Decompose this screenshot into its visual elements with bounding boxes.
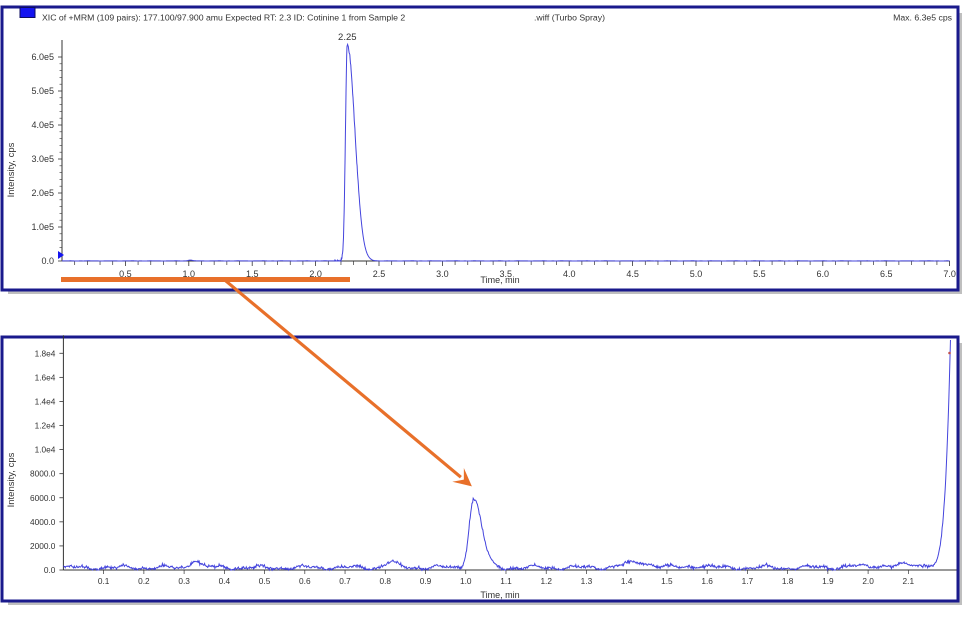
svg-text:2.1: 2.1 bbox=[903, 576, 915, 586]
svg-text:.wiff (Turbo Spray): .wiff (Turbo Spray) bbox=[534, 13, 605, 23]
svg-text:3.0e5: 3.0e5 bbox=[31, 154, 54, 164]
svg-text:2.0: 2.0 bbox=[862, 576, 874, 586]
svg-text:6.0: 6.0 bbox=[817, 269, 830, 279]
svg-text:1.3: 1.3 bbox=[581, 576, 593, 586]
svg-text:0.5: 0.5 bbox=[259, 576, 271, 586]
svg-text:1.4e4: 1.4e4 bbox=[35, 396, 56, 406]
svg-text:1.1: 1.1 bbox=[500, 576, 512, 586]
svg-text:1.9: 1.9 bbox=[822, 576, 834, 586]
svg-text:Intensity, cps: Intensity, cps bbox=[6, 142, 17, 197]
svg-text:1.6: 1.6 bbox=[701, 576, 713, 586]
svg-text:2.25: 2.25 bbox=[338, 32, 357, 43]
svg-text:0.0: 0.0 bbox=[41, 256, 54, 266]
svg-text:0.8: 0.8 bbox=[380, 576, 392, 586]
svg-text:Time, min: Time, min bbox=[480, 590, 519, 600]
svg-text:1.8: 1.8 bbox=[782, 576, 794, 586]
svg-text:1.5: 1.5 bbox=[661, 576, 673, 586]
svg-text:1.2: 1.2 bbox=[540, 576, 552, 586]
svg-text:8000.0: 8000.0 bbox=[30, 469, 56, 479]
svg-text:3.0: 3.0 bbox=[436, 269, 449, 279]
svg-text:0.7: 0.7 bbox=[339, 576, 351, 586]
svg-text:0.4: 0.4 bbox=[219, 576, 231, 586]
svg-text:0.9: 0.9 bbox=[420, 576, 432, 586]
svg-text:0.2: 0.2 bbox=[138, 576, 150, 586]
svg-text:1.0: 1.0 bbox=[460, 576, 472, 586]
svg-text:Time, min: Time, min bbox=[480, 275, 519, 285]
svg-text:5.0e5: 5.0e5 bbox=[31, 86, 54, 96]
svg-text:XIC of +MRM (109 pairs): 177.1: XIC of +MRM (109 pairs): 177.100/97.900 … bbox=[42, 13, 405, 23]
svg-text:2.5: 2.5 bbox=[373, 269, 386, 279]
svg-text:5.0: 5.0 bbox=[690, 269, 703, 279]
svg-text:4.0: 4.0 bbox=[563, 269, 576, 279]
svg-text:1.8e4: 1.8e4 bbox=[35, 348, 56, 358]
svg-text:7.0: 7.0 bbox=[943, 269, 956, 279]
svg-text:1.6e4: 1.6e4 bbox=[35, 372, 56, 382]
svg-text:0.3: 0.3 bbox=[178, 576, 190, 586]
svg-text:4.5: 4.5 bbox=[626, 269, 639, 279]
svg-text:1.7: 1.7 bbox=[742, 576, 754, 586]
svg-text:1.4: 1.4 bbox=[621, 576, 633, 586]
svg-text:Intensity, cps: Intensity, cps bbox=[6, 452, 17, 507]
svg-text:2.0e5: 2.0e5 bbox=[31, 188, 54, 198]
svg-text:0.1: 0.1 bbox=[98, 576, 110, 586]
svg-text:4.0e5: 4.0e5 bbox=[31, 120, 54, 130]
svg-text:0.6: 0.6 bbox=[299, 576, 311, 586]
svg-text:2000.0: 2000.0 bbox=[30, 541, 56, 551]
svg-text:Max. 6.3e5 cps: Max. 6.3e5 cps bbox=[893, 13, 953, 23]
svg-text:6.5: 6.5 bbox=[880, 269, 893, 279]
svg-text:5.5: 5.5 bbox=[753, 269, 766, 279]
svg-text:4000.0: 4000.0 bbox=[30, 517, 56, 527]
svg-text:1.0e5: 1.0e5 bbox=[31, 222, 54, 232]
svg-text:1.2e4: 1.2e4 bbox=[35, 421, 56, 431]
svg-text:0.0: 0.0 bbox=[44, 565, 56, 575]
svg-text:1.0e4: 1.0e4 bbox=[35, 445, 56, 455]
svg-text:6000.0: 6000.0 bbox=[30, 493, 56, 503]
svg-text:6.0e5: 6.0e5 bbox=[31, 52, 54, 62]
